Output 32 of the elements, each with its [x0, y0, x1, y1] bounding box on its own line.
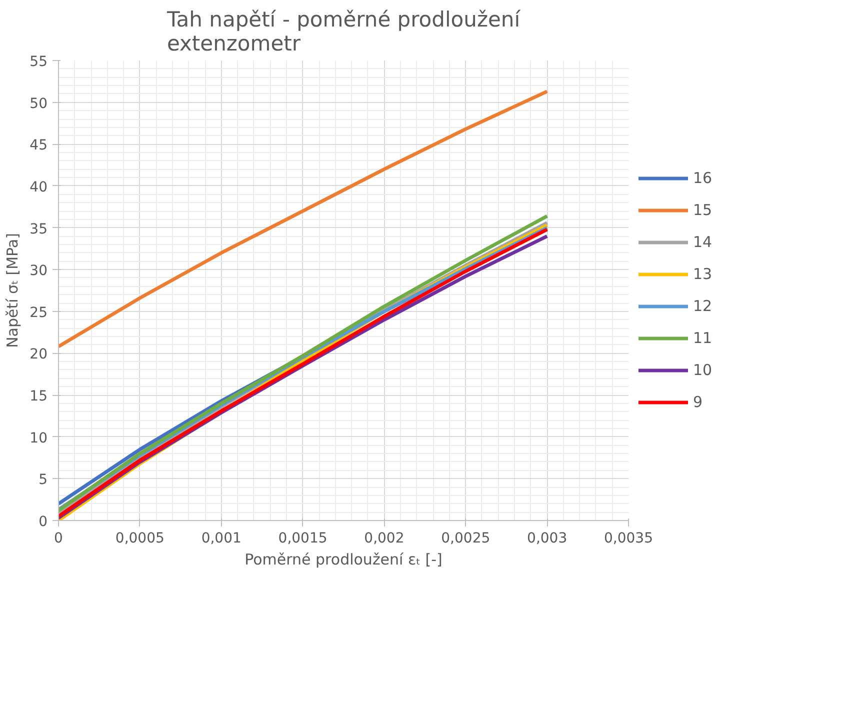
legend-label: 9: [693, 393, 704, 411]
x-tick-label: 0,0035: [604, 530, 654, 546]
x-tick-label: 0,002: [364, 530, 404, 546]
y-tick-label: 30: [30, 263, 48, 280]
y-tick-label: 40: [30, 179, 48, 196]
y-tick-label: 15: [30, 388, 48, 405]
y-tick-label: 0: [38, 514, 48, 530]
x-tick-label: 0,0025: [441, 530, 490, 546]
y-tick-label: 35: [30, 221, 48, 238]
y-tick-label: 55: [30, 54, 48, 70]
y-axis-title: Napětí σₜ [MPa]: [4, 233, 22, 348]
legend-label: 11: [693, 329, 713, 347]
legend-label: 14: [693, 233, 713, 251]
line-series: [58, 90, 549, 348]
legend-label: 15: [693, 201, 713, 219]
legend-label: 16: [693, 169, 713, 187]
x-tick-label: 0,0005: [115, 530, 164, 546]
x-tick-label: 0,001: [201, 530, 242, 546]
y-tick-label: 10: [30, 430, 48, 446]
x-tick-label: 0: [54, 530, 63, 546]
x-tick-label: 0,0015: [278, 530, 328, 546]
chart-title: Tah napětí - poměrné prodloužení extenzometr: [166, 8, 522, 56]
legend-label: 13: [693, 265, 713, 283]
y-tick-label: 50: [30, 96, 48, 112]
y-tick-label: 5: [38, 472, 48, 488]
legend-label: 10: [693, 361, 713, 379]
x-axis-title: Poměrné prodloužení εₜ [-]: [244, 550, 442, 568]
legend-label: 12: [693, 297, 713, 315]
x-tick-label: 0,003: [527, 530, 568, 546]
y-tick-label: 25: [30, 304, 48, 321]
y-tick-label: 20: [30, 346, 48, 363]
y-tick-label: 45: [30, 138, 48, 154]
